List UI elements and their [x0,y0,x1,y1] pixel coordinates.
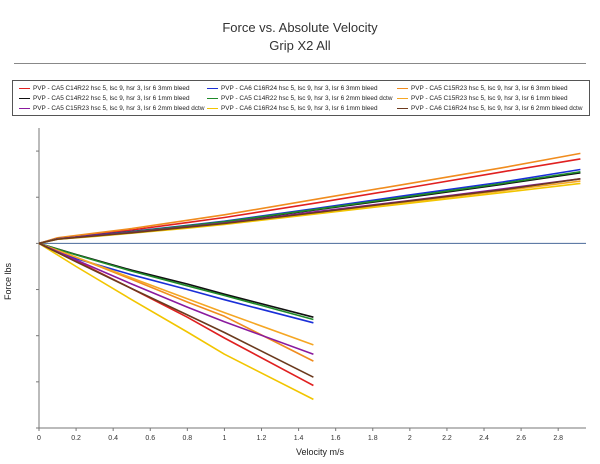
x-tick-label: 2.8 [553,435,563,442]
x-tick-label: 1.2 [257,435,267,442]
legend-item: PVP - CA5 C14R22 hsc 5, lsc 9, hsr 3, ls… [19,85,190,92]
legend-label: PVP - CA6 C16R24 hsc 5, lsc 9, hsr 3, ls… [411,105,583,112]
legend: PVP - CA5 C14R22 hsc 5, lsc 9, hsr 3, ls… [12,80,590,116]
legend-item: PVP - CA5 C15R23 hsc 5, lsc 9, hsr 3, ls… [397,85,568,92]
legend-item: PVP - CA5 C14R22 hsc 5, lsc 9, hsr 3, ls… [19,95,190,102]
x-tick-label: 0.2 [71,435,81,442]
x-tick-label: 2 [408,435,412,442]
series-line-compression-7 [38,242,314,401]
legend-item: PVP - CA5 C15R23 hsc 5, lsc 9, hsr 3, ls… [19,105,204,112]
legend-swatch [397,98,408,99]
chart-title: Force vs. Absolute Velocity [222,20,378,35]
legend-swatch [19,108,30,109]
legend-label: PVP - CA5 C15R23 hsc 5, lsc 9, hsr 3, ls… [411,95,568,102]
legend-label: PVP - CA6 C16R24 hsc 5, lsc 9, hsr 3, ls… [221,105,378,112]
x-tick-label: 0.4 [108,435,118,442]
x-tick-label: 0 [37,435,41,442]
x-tick-label: 1.4 [294,435,304,442]
legend-swatch [397,108,408,109]
legend-swatch [397,88,408,89]
series-line-compression-1 [38,242,314,324]
x-tick-label: 0.8 [182,435,192,442]
x-tick-label: 2.4 [479,435,489,442]
x-axis-label: Velocity m/s [295,447,344,457]
x-tick-label: 1 [222,435,226,442]
x-tick-label: 2.6 [516,435,526,442]
x-tick-label: 0.6 [145,435,155,442]
legend-swatch [19,98,30,99]
series-line-compression-0 [38,242,314,387]
legend-item: PVP - CA6 C16R24 hsc 5, lsc 9, hsr 3, ls… [397,105,582,112]
series-line-compression-4 [38,242,314,321]
series-line-compression-3 [38,242,314,318]
legend-label: PVP - CA6 C16R24 hsc 5, lsc 9, hsr 3, ls… [221,85,378,92]
x-tick-label: 1.6 [331,435,341,442]
series-line-compression-5 [38,242,314,346]
x-tick-label: 2.2 [442,435,452,442]
y-axis-label: Force lbs [3,262,13,300]
chart-subtitle: Grip X2 All [269,38,331,53]
series-line-compression-8 [38,242,314,378]
legend-label: PVP - CA5 C15R23 hsc 5, lsc 9, hsr 3, ls… [411,85,568,92]
legend-item: PVP - CA5 C14R22 hsc 5, lsc 9, hsr 3, ls… [207,95,392,102]
series-line-rebound-8 [38,178,581,245]
legend-label: PVP - CA5 C14R22 hsc 5, lsc 9, hsr 3, ls… [33,95,190,102]
legend-label: PVP - CA5 C15R23 hsc 5, lsc 9, hsr 3, ls… [33,105,205,112]
legend-item: PVP - CA6 C16R24 hsc 5, lsc 9, hsr 3, ls… [207,105,378,112]
legend-swatch [207,88,218,89]
legend-label: PVP - CA5 C14R22 hsc 5, lsc 9, hsr 3, ls… [33,85,190,92]
series-line-compression-6 [38,242,314,355]
legend-swatch [207,108,218,109]
legend-item: PVP - CA6 C16R24 hsc 5, lsc 9, hsr 3, ls… [207,85,378,92]
title-divider [14,63,586,64]
legend-swatch [19,88,30,89]
legend-swatch [207,98,218,99]
x-tick-label: 1.8 [368,435,378,442]
legend-item: PVP - CA5 C15R23 hsc 5, lsc 9, hsr 3, ls… [397,95,568,102]
legend-label: PVP - CA5 C14R22 hsc 5, lsc 9, hsr 3, ls… [221,95,393,102]
series-line-rebound-2 [38,152,581,245]
